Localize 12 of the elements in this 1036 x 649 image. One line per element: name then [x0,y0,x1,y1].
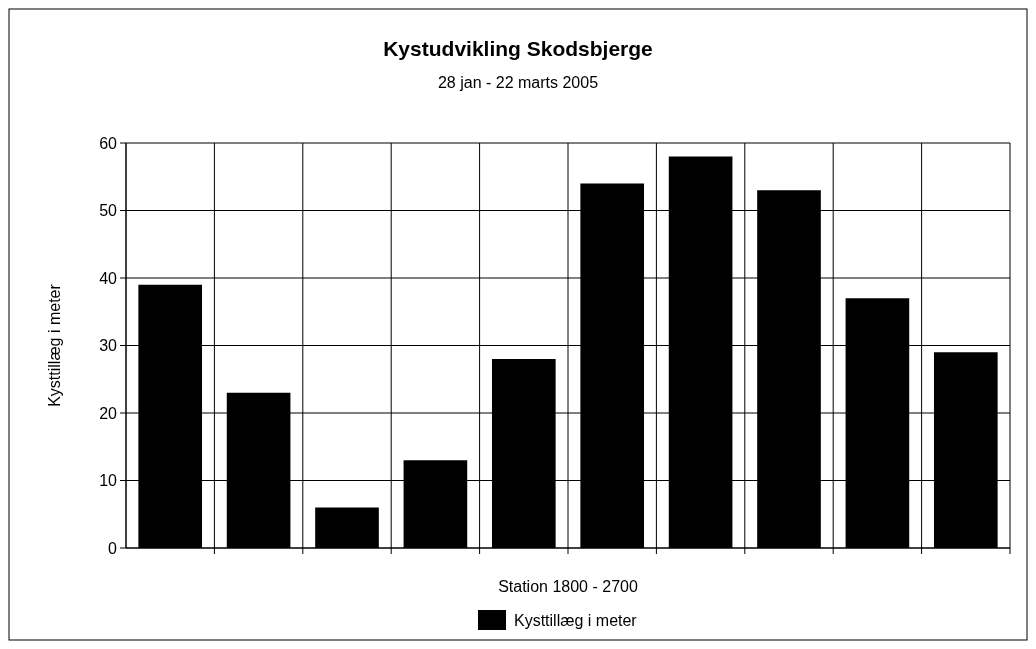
legend-label: Kysttillæg i meter [514,611,638,629]
y-axis-title: Kysttillæg i meter [46,283,63,407]
y-tick-label: 50 [99,202,118,220]
y-tick-label: 40 [99,269,118,287]
y-tick-label: 10 [99,472,118,490]
chart-title: Kystudvikling Skodsbjerge [383,37,653,60]
chart-subtitle: 28 jan - 22 marts 2005 [437,74,599,91]
y-tick-label: 60 [99,134,118,152]
y-tick-label: 0 [108,539,118,557]
y-tick-label: 30 [99,337,118,355]
y-tick-label: 20 [99,404,118,422]
x-axis-title: Station 1800 - 2700 [498,578,638,595]
